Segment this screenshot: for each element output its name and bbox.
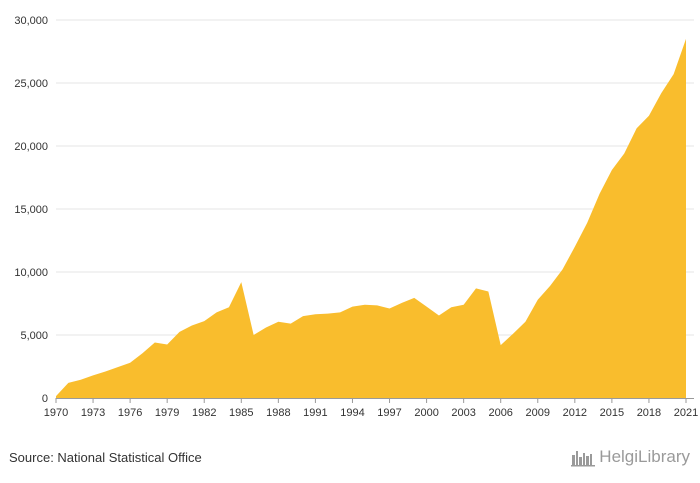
x-tick-label: 2009 (526, 407, 550, 419)
x-tick-label: 1976 (118, 407, 142, 419)
series-area (55, 38, 687, 399)
x-axis-tick-labels: 1970 1973 1976 1979 1982 1985 1988 1991 1994 1997… (44, 407, 698, 419)
x-tick-label: 2021 (674, 407, 698, 419)
source-note: Source: National Statistical Office (9, 450, 202, 465)
x-tick-label: 1997 (377, 407, 401, 419)
y-tick-label: 15,000 (14, 204, 48, 216)
x-tick-label: 1979 (155, 407, 179, 419)
skyline-icon (571, 451, 596, 467)
area-chart: 0 5,000 10,000 15,000 20,000 25,000 30,000 197… (14, 15, 698, 419)
x-tick-label: 2006 (488, 407, 512, 419)
x-tick-label: 1985 (229, 407, 253, 419)
y-axis-tick-labels: 0 5,000 10,000 15,000 20,000 25,000 30,000 (14, 15, 48, 405)
x-tick-label: 1973 (81, 407, 105, 419)
x-tick-label: 1991 (303, 407, 327, 419)
y-tick-label: 10,000 (14, 267, 48, 279)
y-tick-label: 25,000 (14, 78, 48, 90)
y-tick-label: 20,000 (14, 141, 48, 153)
brand-name: HelgiLibrary (599, 447, 690, 466)
brand-logo: HelgiLibrary (571, 447, 690, 467)
y-tick-label: 5,000 (20, 330, 48, 342)
x-tick-label: 1994 (340, 407, 364, 419)
x-tick-label: 2000 (414, 407, 438, 419)
y-tick-label: 30,000 (14, 15, 48, 27)
x-tick-label: 1988 (266, 407, 290, 419)
x-tick-label: 1970 (44, 407, 68, 419)
x-tick-label: 2018 (637, 407, 661, 419)
area-fill (56, 38, 686, 399)
y-tick-label: 0 (42, 393, 48, 405)
x-tick-label: 2003 (451, 407, 475, 419)
x-tick-label: 2015 (600, 407, 624, 419)
x-tick-label: 2012 (563, 407, 587, 419)
axes (55, 398, 694, 403)
x-tick-label: 1982 (192, 407, 216, 419)
